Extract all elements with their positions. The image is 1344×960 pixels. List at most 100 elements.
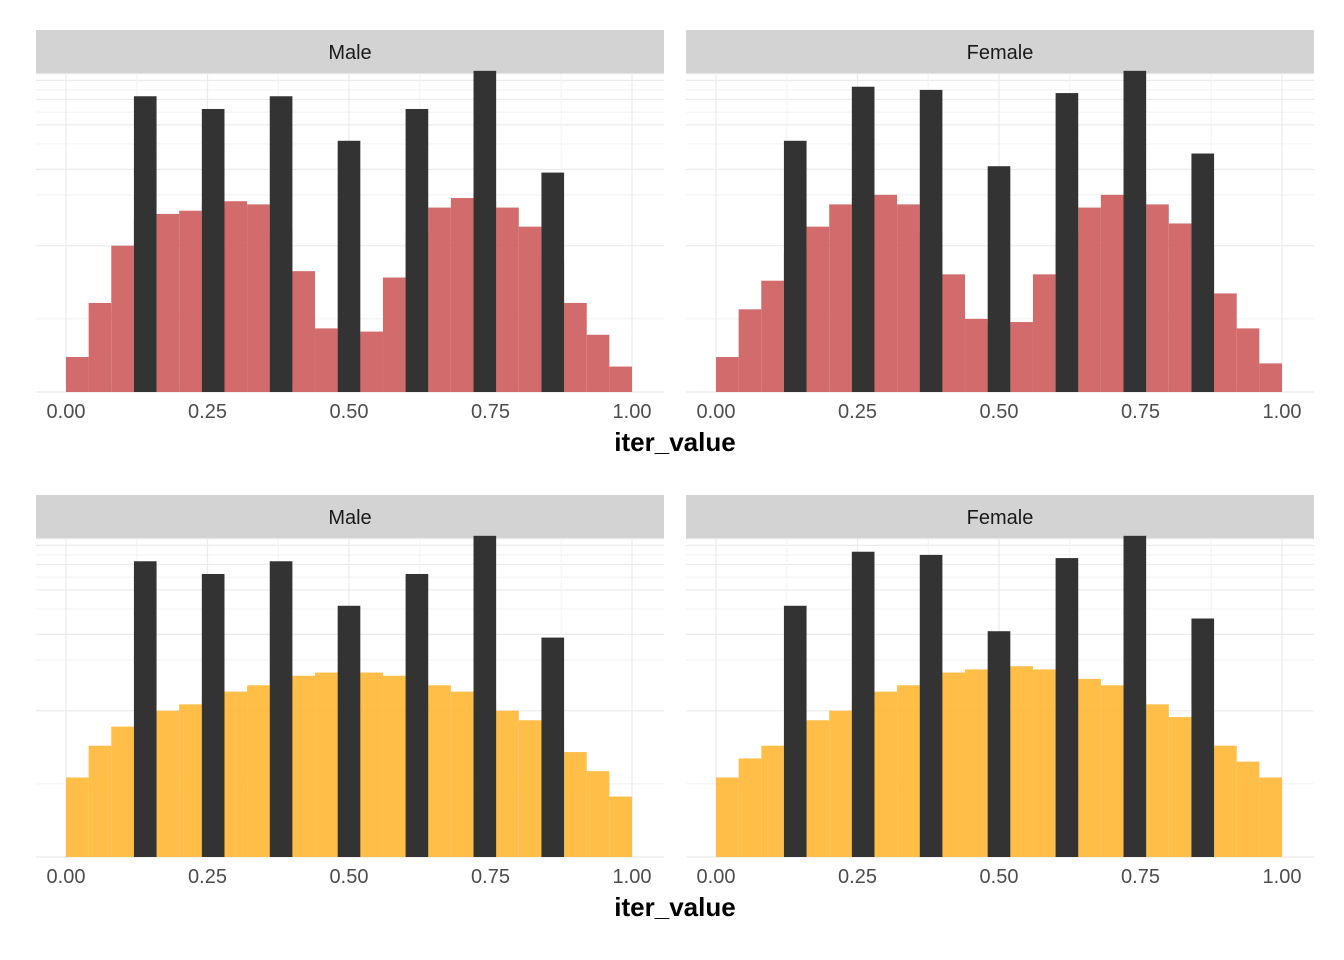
simulated-bar: [292, 675, 316, 857]
facet-strip: [686, 30, 1314, 74]
facet-strip-label: Female: [967, 507, 1034, 529]
simulated-bar: [564, 302, 587, 392]
simulated-bar: [1078, 678, 1101, 857]
simulated-bar: [66, 777, 89, 857]
simulated-bar: [179, 210, 202, 392]
simulated-bar: [738, 309, 762, 392]
simulated-bar: [1100, 194, 1124, 392]
observed-bar: [1191, 153, 1215, 392]
simulated-bar: [156, 710, 180, 857]
simulated-bar: [609, 796, 632, 857]
simulated-bar: [292, 271, 316, 392]
simulated-bar: [1010, 666, 1033, 857]
x-tick-label: 1.00: [1263, 401, 1302, 423]
facet-strip: [686, 495, 1314, 539]
observed-bar: [1055, 93, 1079, 392]
observed-bar: [851, 551, 875, 857]
x-tick-label: 0.00: [47, 401, 86, 423]
facet-strip: [36, 495, 664, 539]
simulated-bar: [897, 204, 920, 392]
simulated-bar: [88, 745, 112, 857]
observed-bar: [405, 573, 429, 857]
observed-bars: [783, 535, 1215, 857]
simulated-bar: [360, 331, 383, 392]
facet-panel-male: Male 0.00 0.25 0.50 0.75 1.00: [36, 30, 664, 423]
x-tick-label: 0.25: [838, 866, 877, 888]
observed-bar: [919, 554, 943, 857]
simulated-bar: [874, 691, 898, 857]
x-tick-label: 0.00: [697, 866, 736, 888]
observed-bars: [133, 70, 565, 392]
x-tick-label: 0.50: [980, 401, 1019, 423]
simulated-bar: [716, 357, 739, 392]
simulated-bar: [829, 204, 852, 392]
x-tick-label: 1.00: [613, 866, 652, 888]
simulated-bar: [586, 334, 610, 392]
simulated-bar: [761, 745, 784, 857]
observed-bar: [541, 172, 565, 392]
simulated-bar: [1236, 328, 1260, 392]
observed-bar: [1055, 558, 1079, 857]
simulated-bar: [829, 710, 852, 857]
simulated-bar: [1259, 777, 1282, 857]
observed-bar: [269, 561, 293, 857]
observed-bars: [783, 70, 1215, 393]
simulated-bar: [1259, 363, 1282, 392]
simulated-bar: [450, 691, 474, 857]
simulated-bar: [806, 720, 830, 857]
x-axis-tick-labels: 0.00 0.25 0.50 0.75 1.00: [697, 401, 1302, 423]
simulated-bar: [111, 245, 134, 392]
observed-bar: [783, 140, 807, 392]
simulated-bar: [806, 226, 830, 392]
x-tick-label: 0.00: [697, 401, 736, 423]
facet-panel-male: Male 0.00 0.25 0.50 0.75 1.00: [36, 495, 664, 888]
simulated-bar: [942, 274, 966, 392]
simulated-bar: [1100, 685, 1124, 857]
simulated-bar: [428, 207, 451, 392]
simulated-bar: [88, 302, 112, 392]
simulated-bar: [874, 194, 898, 392]
facet-strip: [36, 30, 664, 74]
observed-bar: [337, 140, 361, 392]
simulated-bar: [518, 720, 542, 857]
simulated-bar: [1214, 745, 1237, 857]
simulated-bar: [1146, 704, 1169, 857]
observed-bar: [337, 605, 361, 857]
simulated-bar: [942, 672, 966, 857]
x-axis-title: iter_value: [614, 427, 735, 457]
simulated-bar: [247, 685, 270, 857]
simulated-bar: [315, 672, 338, 857]
observed-bar: [133, 96, 157, 392]
observed-bar: [201, 108, 225, 392]
simulated-bar: [179, 704, 202, 857]
x-axis-tick-labels: 0.00 0.25 0.50 0.75 1.00: [47, 401, 652, 423]
facet-panel-female: Female 0.00 0.25 0.50 0.75 1.00: [686, 495, 1314, 888]
chart-bottom: Male 0.00 0.25 0.50 0.75 1.00 Female 0.00 0.25 0.…: [36, 495, 1314, 922]
simulated-bar: [738, 758, 762, 857]
simulated-bar: [156, 213, 180, 392]
observed-bars: [133, 535, 565, 857]
x-tick-label: 0.25: [188, 401, 227, 423]
x-tick-label: 0.25: [188, 866, 227, 888]
observed-bar: [541, 637, 565, 857]
simulated-bar: [66, 357, 89, 392]
observed-bar: [987, 166, 1011, 392]
simulated-bar: [716, 777, 739, 857]
simulated-bar: [1010, 322, 1033, 392]
x-axis-tick-labels: 0.00 0.25 0.50 0.75 1.00: [697, 866, 1302, 888]
x-tick-label: 0.50: [330, 401, 369, 423]
facet-strip-label: Male: [328, 507, 371, 529]
observed-bar: [269, 96, 293, 392]
simulated-bar: [382, 277, 406, 392]
simulated-bar: [496, 207, 519, 392]
x-tick-label: 0.50: [980, 866, 1019, 888]
simulated-bar: [897, 685, 920, 857]
simulated-bar: [761, 280, 784, 392]
x-tick-label: 0.25: [838, 401, 877, 423]
simulated-bar: [315, 328, 338, 392]
simulated-bar: [428, 685, 451, 857]
observed-bar: [1123, 70, 1147, 392]
simulated-bar: [1214, 293, 1237, 392]
x-axis-tick-labels: 0.00 0.25 0.50 0.75 1.00: [47, 866, 652, 888]
